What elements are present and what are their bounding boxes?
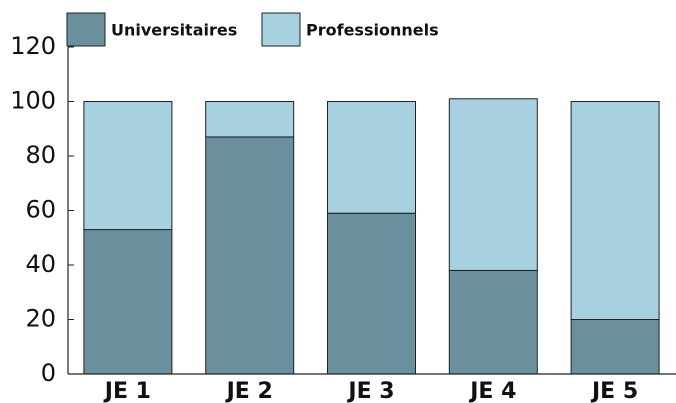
- y-tick-label: 0: [41, 359, 56, 387]
- y-tick-label: 100: [10, 87, 56, 115]
- x-tick-label: JE 2: [225, 379, 273, 403]
- x-tick-label: JE 3: [346, 379, 394, 403]
- y-tick-label: 40: [25, 250, 56, 278]
- y-tick-label: 80: [25, 141, 56, 169]
- x-tick-label: JE 4: [468, 379, 516, 403]
- y-tick-label: 60: [25, 196, 56, 224]
- bar-segment: [83, 229, 173, 375]
- bar-segment: [205, 101, 295, 138]
- bar-segment: [83, 101, 173, 231]
- bar-segment: [448, 269, 538, 375]
- bar-segment: [570, 319, 660, 375]
- bar-segment: [327, 212, 416, 375]
- x-tick-label: JE 5: [590, 379, 638, 403]
- bar-segment: [570, 101, 660, 320]
- legend-swatch: [261, 12, 301, 47]
- bar-segment: [205, 136, 295, 375]
- legend-label: Universitaires: [111, 21, 237, 40]
- bar-segment: [448, 98, 538, 271]
- y-tick-label: 120: [10, 32, 56, 60]
- legend-swatch: [66, 12, 106, 47]
- x-tick-label: JE 1: [103, 379, 151, 403]
- y-tick-label: 20: [25, 305, 56, 333]
- bar-segment: [327, 101, 416, 214]
- legend-label: Professionnels: [306, 21, 439, 40]
